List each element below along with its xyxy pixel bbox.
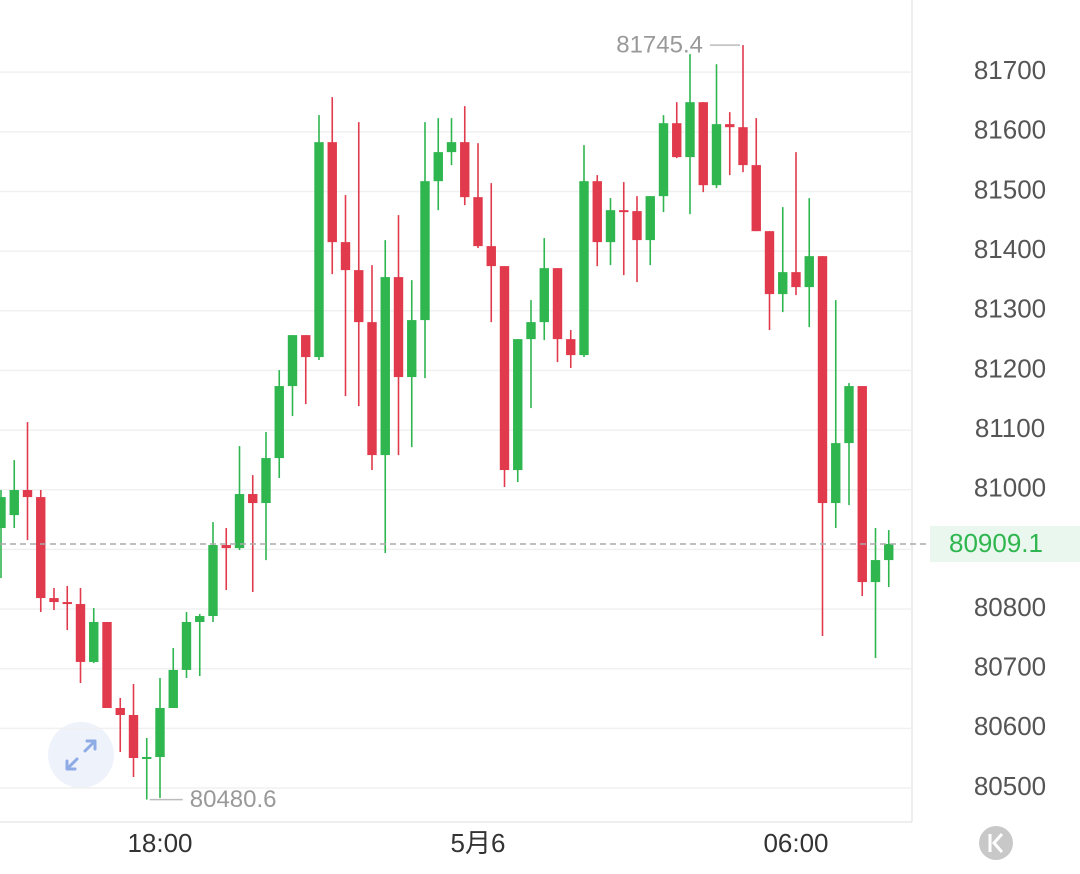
candle-body <box>658 123 669 197</box>
candle-body <box>0 497 6 529</box>
candle-body <box>287 335 298 387</box>
candle-body <box>75 604 86 662</box>
candle-body <box>539 268 549 323</box>
candle-body <box>195 616 205 622</box>
candle-body <box>155 708 165 757</box>
candle-body <box>632 211 642 241</box>
candle-body <box>115 708 125 715</box>
candle-body <box>367 322 377 456</box>
candle-body <box>407 320 417 378</box>
candle-body <box>645 196 655 241</box>
candle-body <box>221 545 231 549</box>
candle-body <box>433 152 443 182</box>
expand-bg <box>48 722 114 788</box>
last-price-label: 80909.1 <box>949 528 1043 558</box>
x-tick-label: 18:00 <box>127 828 192 858</box>
candle-body <box>208 545 218 617</box>
candle-body <box>725 124 735 128</box>
candle-body <box>884 543 894 561</box>
collapse-icon <box>988 833 1004 853</box>
candle-body <box>460 142 470 198</box>
candle-body <box>102 621 112 709</box>
candle-body <box>844 386 854 444</box>
y-tick-label: 81100 <box>975 413 1045 443</box>
candle-body <box>778 272 788 295</box>
max-label: 81745.4 <box>616 31 703 58</box>
expand-button[interactable] <box>48 722 114 788</box>
candle-body <box>486 246 496 267</box>
collapse-button[interactable] <box>979 826 1013 860</box>
candle-body <box>142 756 152 759</box>
candle-body <box>420 181 430 321</box>
x-tick-label: 06:00 <box>763 828 828 858</box>
candle-body <box>751 165 761 232</box>
candle-body <box>168 669 178 709</box>
candle-body <box>698 102 708 186</box>
candle-body <box>857 386 867 583</box>
candle-body <box>22 490 33 498</box>
min-label: 80480.6 <box>190 786 277 813</box>
candle-body <box>380 277 390 456</box>
y-tick-label: 81700 <box>974 55 1046 85</box>
expand-icon <box>65 739 97 771</box>
candle-body <box>36 497 46 599</box>
candle-body <box>301 335 311 358</box>
candle-body <box>579 181 589 356</box>
candle-body <box>870 560 881 583</box>
candle-body <box>804 256 814 288</box>
candle-body <box>619 210 629 213</box>
candle-body <box>181 621 192 670</box>
y-tick-label: 81000 <box>974 473 1046 503</box>
candle-body <box>764 231 775 295</box>
candle-body <box>49 598 59 603</box>
candle-body <box>791 272 801 288</box>
candle-body <box>513 339 523 471</box>
candle-body <box>393 277 404 378</box>
candle-body <box>552 268 563 340</box>
candle-body <box>340 242 351 271</box>
candle-body <box>234 494 245 549</box>
candle-body <box>473 197 483 247</box>
candle-body <box>526 322 536 340</box>
candle-body <box>248 494 258 504</box>
x-tick-label: 5月6 <box>451 828 506 858</box>
y-tick-label: 80500 <box>974 771 1046 801</box>
candle-body <box>499 266 510 471</box>
last-price-bg <box>930 525 1080 562</box>
y-tick-label: 80800 <box>974 592 1046 622</box>
candle-body <box>566 339 576 356</box>
y-tick-label: 80700 <box>974 652 1046 682</box>
candle-body <box>672 123 682 158</box>
y-tick-label: 81500 <box>974 174 1046 204</box>
candle-body <box>685 102 695 158</box>
candle-body <box>261 458 271 504</box>
candle-body <box>831 443 841 504</box>
candle-body <box>711 124 722 186</box>
candle-body <box>327 142 337 243</box>
candle-body <box>89 621 99 662</box>
y-tick-label: 80600 <box>974 711 1046 741</box>
y-tick-label: 81400 <box>974 234 1046 264</box>
y-tick-label: 81300 <box>974 294 1046 324</box>
candle-body <box>592 181 602 243</box>
candle-body <box>128 714 139 758</box>
candle-body <box>274 386 284 459</box>
candle-body <box>354 270 364 323</box>
candle-body <box>62 602 72 605</box>
y-tick-label: 81600 <box>974 115 1046 145</box>
candle-body <box>314 142 324 358</box>
y-tick-label: 81200 <box>974 353 1046 383</box>
candle-body <box>738 127 748 166</box>
candle-body <box>446 142 457 153</box>
candle-body <box>9 490 19 516</box>
candle-body <box>817 256 828 504</box>
candle-body <box>605 210 616 243</box>
